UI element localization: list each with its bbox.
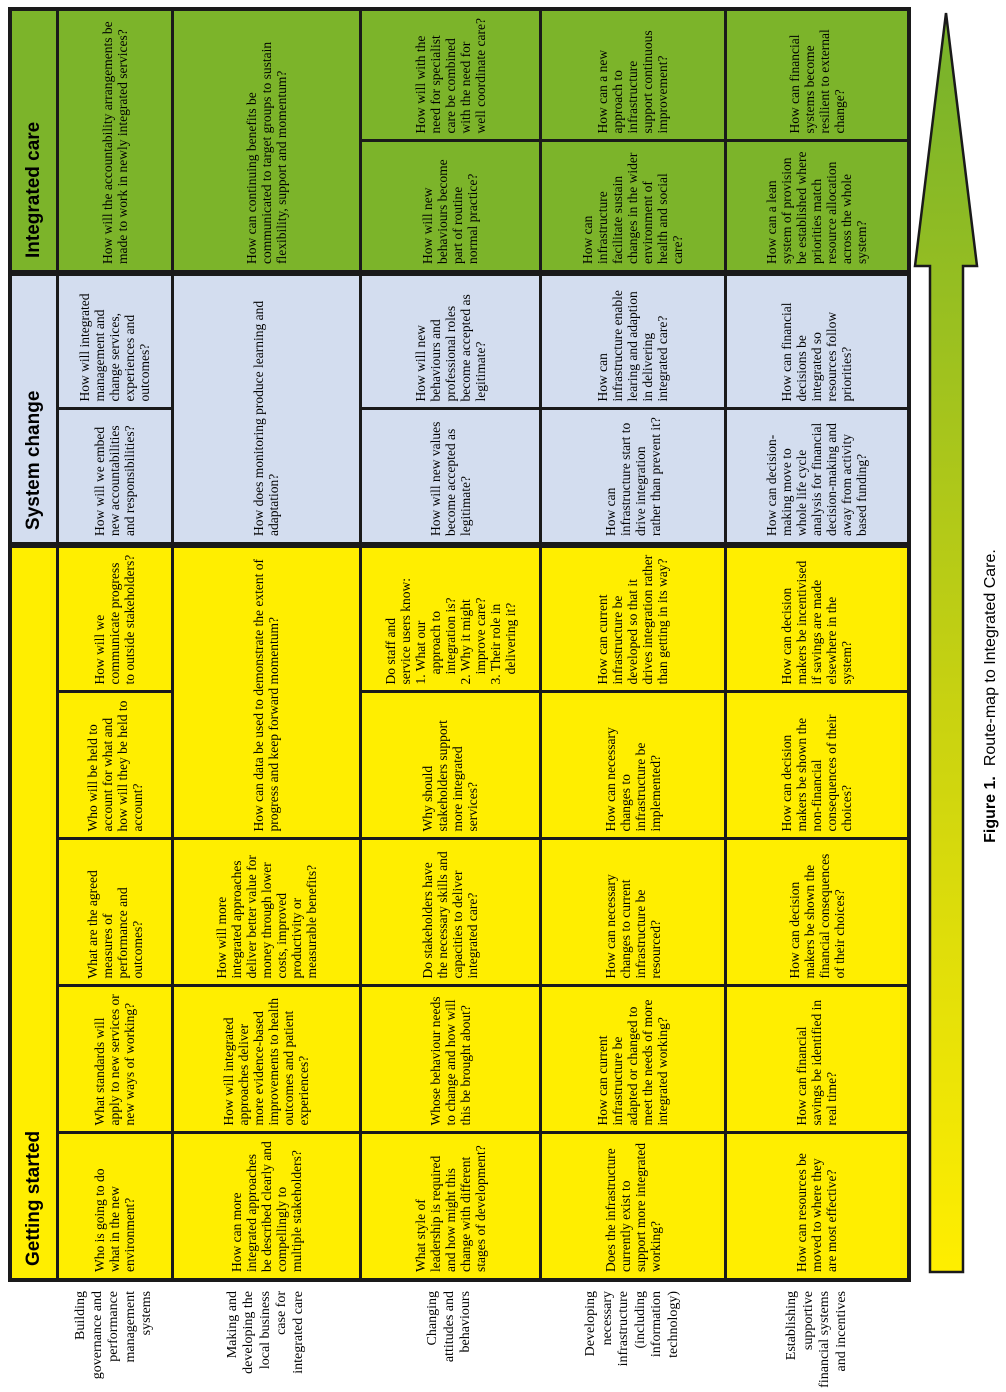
cell-r3-b1: How can infrastructure enable learing an…: [540, 272, 725, 409]
table-row: Developing necessary infrastructure (inc…: [540, 8, 725, 1392]
header-spacer: [10, 1280, 57, 1392]
cell-r4-g1: How can financial systems become resilie…: [725, 8, 909, 141]
figure-caption-text: Route-map to Integrated Care.: [982, 549, 999, 767]
section-header-system-change: System change: [10, 272, 57, 545]
cell-r3-g1: How can a new approach to infrastructure…: [540, 8, 725, 141]
cell-r0-y0: Who is going to do what in the new envir…: [57, 1133, 172, 1280]
table-row: Making and developing the local business…: [172, 8, 360, 1392]
cell-r1-y3: How can data be used to demonstrate the …: [172, 544, 360, 839]
cell-r4-y3: How can decision makers be shown the non…: [725, 692, 909, 839]
route-map-table: Getting started System change Integrated…: [8, 7, 911, 1392]
cell-r1-y1: How will integrated approaches deliver m…: [172, 986, 360, 1133]
cell-r2-y4: Do staff and service users know: 1. What…: [360, 544, 540, 692]
cell-r1-y2: How will more integrated approaches deli…: [172, 839, 360, 986]
row-label: Establishing supportive financial system…: [725, 1280, 909, 1392]
section-header-getting-started: Getting started: [10, 544, 57, 1280]
cell-r1-b0: How does monitoring produce learning and…: [172, 272, 360, 545]
cell-r2-y3: Why should stakeholders support more int…: [360, 692, 540, 839]
cell-r0-y2: What are the agreed measures of performa…: [57, 839, 172, 986]
cell-r3-y0: Does the infrastructure currently exist …: [540, 1133, 725, 1280]
header-row: Getting started System change Integrated…: [10, 8, 57, 1392]
cell-r4-b0: How can decision-making move to whole li…: [725, 408, 909, 545]
cell-r1-g0: How can continuing benefits be communica…: [172, 8, 360, 273]
figure-caption-label: Figure 1.: [982, 776, 999, 843]
cell-r4-b1: How can financial decisions be integrate…: [725, 272, 909, 409]
cell-r2-g0: How will new behaviours become part of r…: [360, 140, 540, 273]
progression-arrow-graphic: [913, 12, 979, 1274]
cell-r0-b1: How will integrated management and chang…: [57, 272, 172, 409]
row-label: Developing necessary infrastructure (inc…: [540, 1280, 725, 1392]
cell-r4-g0: How can a lean system of provision be es…: [725, 140, 909, 273]
progression-arrow: [912, 0, 980, 1274]
cell-r3-b0: How can infrastructure start to drive in…: [540, 408, 725, 545]
cell-r3-y1: How can current infrastructure be adapte…: [540, 986, 725, 1133]
cell-r2-g1: How will with the need for specialist ca…: [360, 8, 540, 141]
row-label: Building governance and performance mana…: [57, 1280, 172, 1392]
table-row: Building governance and performance mana…: [57, 8, 172, 1392]
cell-r4-y2: How can decision makers be shown the fin…: [725, 839, 909, 986]
cell-r0-y1: What standards will apply to new service…: [57, 986, 172, 1133]
cell-r2-b1: How will new behaviours and professional…: [360, 272, 540, 409]
cell-r1-y0: How can more integrated approaches be de…: [172, 1133, 360, 1280]
cell-r4-y0: How can resources be moved to where they…: [725, 1133, 909, 1280]
cell-r2-b0: How will new values become accepted as l…: [360, 408, 540, 545]
cell-r2-y1: Whose behaviour needs to change and how …: [360, 986, 540, 1133]
cell-r4-y4: How can decision makers be incentivised …: [725, 544, 909, 692]
cell-r3-y3: How can necessary changes to infrastruct…: [540, 692, 725, 839]
cell-r3-g0: How can infrastructure facilitate sustai…: [540, 140, 725, 273]
row-label: Making and developing the local business…: [172, 1280, 360, 1392]
table-row: Establishing supportive financial system…: [725, 8, 909, 1392]
cell-r4-y1: How can financial savings be identified …: [725, 986, 909, 1133]
table-row: Changing attitudes and behaviours What s…: [360, 8, 540, 1392]
cell-r2-y2: Do stakeholders have the necessary skill…: [360, 839, 540, 986]
cell-r0-g0: How will the accountability arrangements…: [57, 8, 172, 273]
cell-r2-y0: What style of leadership is required and…: [360, 1133, 540, 1280]
cell-r0-y3: Who will be held to account for what and…: [57, 692, 172, 839]
cell-r0-b0: How will we embed new accountabilities a…: [57, 408, 172, 545]
cell-r3-y4: How can current infrastructure be develo…: [540, 544, 725, 692]
section-header-integrated-care: Integrated care: [10, 8, 57, 273]
row-label: Changing attitudes and behaviours: [360, 1280, 540, 1392]
cell-r0-y4: How will we communicate progress to outs…: [57, 544, 172, 692]
figure-caption: Figure 1. Route-map to Integrated Care.: [982, 0, 1000, 1392]
cell-r3-y2: How can necessary changes to current inf…: [540, 839, 725, 986]
arrow-shape: [913, 12, 979, 1274]
